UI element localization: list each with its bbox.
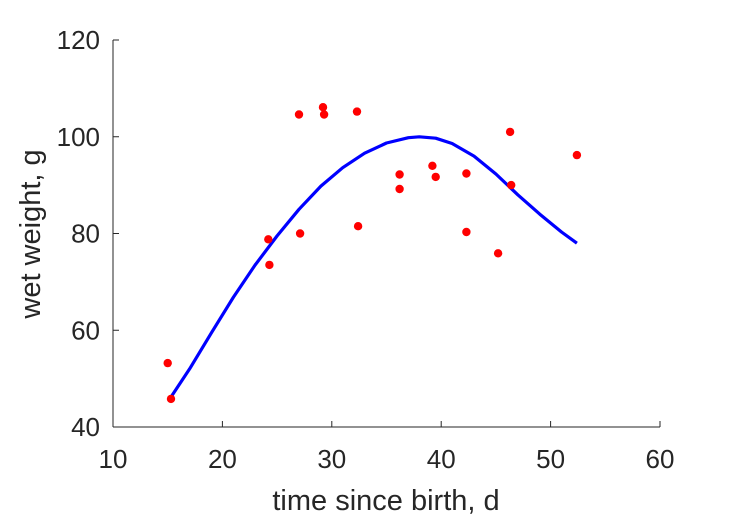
fit-curve-line <box>169 135 578 398</box>
y-tick-label: 60 <box>71 315 100 345</box>
data-point <box>319 110 329 119</box>
data-point <box>395 184 404 194</box>
data-point <box>264 235 273 244</box>
y-tick-label: 100 <box>57 122 100 152</box>
data-point <box>294 110 304 119</box>
data-point <box>507 180 516 190</box>
data-point <box>462 169 471 178</box>
data-point <box>431 172 440 182</box>
axes: 10 20 30 40 50 60 40 60 80 100 120 <box>57 25 675 474</box>
data-point <box>462 227 471 237</box>
data-point <box>493 249 503 258</box>
x-tick-label: 60 <box>646 444 675 474</box>
data-point <box>166 394 176 404</box>
series-layer <box>163 103 582 404</box>
x-tick-label: 30 <box>317 444 346 474</box>
data-point <box>572 150 582 160</box>
data-point <box>353 222 363 231</box>
y-tick-label: 120 <box>57 25 100 55</box>
y-ticks: 40 60 80 100 120 <box>57 25 119 442</box>
data-point <box>163 358 172 368</box>
x-axis-label: time since birth, d <box>272 485 499 517</box>
x-tick-label: 10 <box>99 444 128 474</box>
data-point <box>395 170 404 179</box>
data-point <box>352 107 362 116</box>
x-tick-label: 50 <box>536 444 565 474</box>
data-point <box>505 127 515 137</box>
x-tick-label: 20 <box>208 444 237 474</box>
x-ticks: 10 20 30 40 50 60 <box>99 421 675 474</box>
y-tick-label: 80 <box>71 219 100 249</box>
data-point <box>295 229 305 238</box>
x-tick-label: 40 <box>427 444 456 474</box>
data-point <box>265 260 274 270</box>
data-point <box>428 161 437 170</box>
y-tick-label: 40 <box>71 412 100 442</box>
y-axis-label: wet weight, g <box>15 149 47 319</box>
data-point <box>318 103 328 112</box>
